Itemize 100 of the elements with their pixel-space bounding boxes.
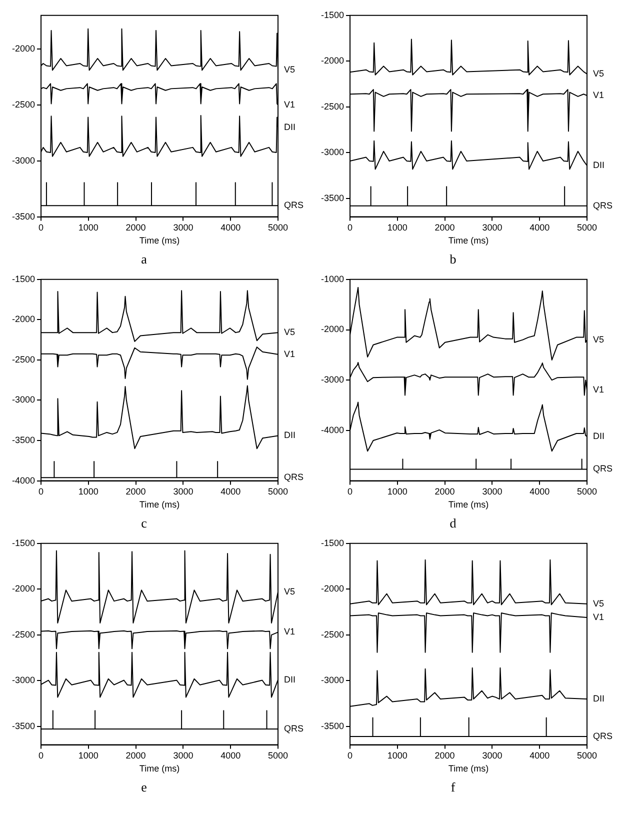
x-tick-label: 1000 bbox=[387, 222, 408, 233]
series-label: V1 bbox=[284, 626, 296, 637]
y-tick-label: -4000 bbox=[12, 475, 36, 486]
x-axis-title: Time (ms) bbox=[448, 763, 489, 774]
series-label: DII bbox=[593, 694, 605, 704]
series-label: V5 bbox=[284, 586, 296, 596]
series-label: DII bbox=[593, 160, 605, 170]
x-tick-label: 5000 bbox=[268, 486, 288, 497]
x-tick-label: 4000 bbox=[220, 222, 241, 233]
series-label: QRS bbox=[284, 723, 304, 734]
x-tick-label: 4000 bbox=[220, 750, 241, 761]
y-tick-label: -3000 bbox=[12, 675, 36, 686]
series-label: QRS bbox=[593, 200, 613, 210]
y-tick-label: -3500 bbox=[12, 435, 36, 446]
y-tick-label: -4000 bbox=[320, 424, 344, 435]
text: a bbox=[141, 252, 148, 267]
series-label: V1 bbox=[593, 90, 604, 100]
series-label: V5 bbox=[593, 334, 604, 344]
x-axis-title: Time (ms) bbox=[448, 499, 489, 510]
x-tick-label: 1000 bbox=[387, 486, 408, 497]
x-axis-title: Time (ms) bbox=[139, 235, 180, 246]
x-tick-label: 5000 bbox=[576, 750, 598, 761]
y-tick-label: -3500 bbox=[12, 211, 36, 222]
x-tick-label: 2000 bbox=[434, 222, 455, 233]
y-tick-label: -2000 bbox=[320, 584, 344, 594]
y-tick-label: -2500 bbox=[12, 99, 36, 110]
x-tick-label: 5000 bbox=[268, 750, 288, 761]
series-label: V5 bbox=[593, 68, 604, 78]
y-tick-label: -3000 bbox=[320, 147, 344, 158]
x-axis-title: Time (ms) bbox=[448, 235, 489, 246]
x-tick-label: 1000 bbox=[387, 750, 408, 761]
text: d bbox=[450, 516, 457, 531]
y-tick-label: -2500 bbox=[12, 629, 36, 640]
series-label: V1 bbox=[284, 99, 296, 110]
series-label: DII bbox=[284, 674, 296, 684]
y-tick-label: -2500 bbox=[320, 101, 344, 112]
x-tick-label: 4000 bbox=[530, 222, 550, 233]
series-label: V1 bbox=[593, 612, 604, 622]
x-tick-label: 5000 bbox=[576, 486, 598, 497]
text: e bbox=[141, 780, 148, 795]
x-tick-label: 0 bbox=[348, 750, 353, 761]
x-tick-label: 1000 bbox=[78, 750, 98, 761]
y-tick-label: -3500 bbox=[320, 192, 344, 203]
x-tick-label: 0 bbox=[38, 486, 44, 497]
x-axis-title: Time (ms) bbox=[139, 499, 180, 510]
x-tick-label: 4000 bbox=[530, 486, 550, 497]
series-label: DII bbox=[593, 430, 605, 441]
y-tick-label: -3000 bbox=[320, 675, 344, 686]
y-tick-label: -3000 bbox=[12, 394, 36, 405]
x-tick-label: 0 bbox=[348, 486, 353, 497]
y-tick-label: -1500 bbox=[320, 538, 344, 548]
y-tick-label: -3000 bbox=[320, 374, 344, 385]
x-tick-label: 3000 bbox=[482, 750, 502, 761]
text: c bbox=[141, 516, 148, 531]
x-tick-label: 5000 bbox=[576, 222, 598, 233]
text: b bbox=[450, 252, 456, 267]
y-tick-label: -1000 bbox=[320, 274, 344, 284]
series-label: QRS bbox=[284, 472, 304, 482]
x-tick-label: 3000 bbox=[173, 222, 194, 233]
x-tick-label: 1000 bbox=[78, 486, 98, 497]
x-tick-label: 3000 bbox=[173, 486, 194, 497]
x-tick-label: 1000 bbox=[78, 222, 98, 233]
series-label: V1 bbox=[593, 384, 604, 395]
y-tick-label: -2000 bbox=[12, 314, 36, 324]
x-tick-label: 3000 bbox=[482, 222, 502, 233]
x-tick-label: 4000 bbox=[220, 486, 241, 497]
y-tick-label: -2000 bbox=[320, 56, 344, 66]
x-tick-label: 4000 bbox=[530, 750, 550, 761]
y-tick-label: -3500 bbox=[12, 720, 36, 731]
x-tick-label: 2000 bbox=[434, 486, 455, 497]
series-label: DII bbox=[284, 122, 296, 132]
x-tick-label: 2000 bbox=[126, 222, 146, 233]
x-tick-label: 2000 bbox=[126, 750, 146, 761]
series-label: QRS bbox=[284, 200, 304, 210]
x-tick-label: 3000 bbox=[482, 486, 502, 497]
y-tick-label: -2500 bbox=[12, 354, 36, 364]
series-label: QRS bbox=[593, 731, 613, 742]
y-tick-label: -1500 bbox=[12, 538, 36, 548]
y-tick-label: -3500 bbox=[320, 720, 344, 731]
series-label: DII bbox=[284, 430, 296, 440]
x-tick-label: 0 bbox=[38, 750, 44, 761]
text: f bbox=[450, 780, 456, 795]
y-tick-label: -2000 bbox=[320, 324, 344, 334]
y-tick-label: -1500 bbox=[12, 274, 36, 284]
series-label: V5 bbox=[284, 64, 296, 75]
series-label: V5 bbox=[284, 327, 296, 338]
x-axis-title: Time (ms) bbox=[139, 763, 180, 774]
x-tick-label: 0 bbox=[348, 222, 353, 233]
series-label: QRS bbox=[593, 464, 613, 474]
y-tick-label: -1500 bbox=[320, 10, 344, 20]
y-tick-label: -2000 bbox=[12, 43, 36, 54]
y-tick-label: -3000 bbox=[12, 155, 36, 166]
series-label: V5 bbox=[593, 598, 604, 608]
series-label: V1 bbox=[284, 348, 296, 359]
x-tick-label: 3000 bbox=[173, 750, 194, 761]
x-tick-label: 5000 bbox=[268, 222, 288, 233]
x-tick-label: 0 bbox=[38, 222, 44, 233]
x-tick-label: 2000 bbox=[434, 750, 455, 761]
y-tick-label: -2000 bbox=[12, 584, 36, 594]
y-tick-label: -2500 bbox=[320, 629, 344, 640]
